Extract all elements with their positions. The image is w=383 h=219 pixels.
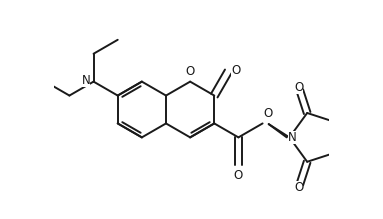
Text: O: O (234, 169, 243, 182)
Text: O: O (294, 81, 303, 94)
Text: N: N (288, 131, 296, 144)
Text: O: O (264, 107, 273, 120)
Text: O: O (294, 181, 303, 194)
Text: N: N (82, 74, 90, 87)
Text: O: O (231, 64, 240, 77)
Text: O: O (185, 65, 195, 78)
